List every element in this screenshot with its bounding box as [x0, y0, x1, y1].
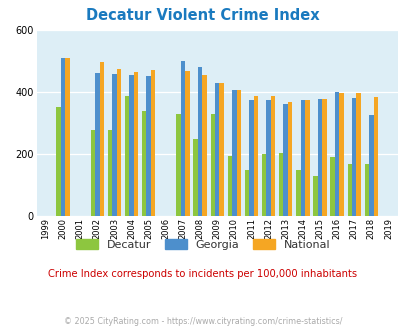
Bar: [90, 130, 95, 216]
Bar: [261, 154, 266, 216]
Bar: [270, 96, 275, 216]
Text: Decatur Violent Crime Index: Decatur Violent Crime Index: [86, 8, 319, 23]
Bar: [202, 75, 206, 216]
Bar: [249, 100, 253, 216]
Bar: [95, 73, 99, 216]
Bar: [151, 70, 155, 216]
Bar: [364, 164, 368, 216]
Bar: [185, 71, 189, 216]
Bar: [210, 114, 215, 216]
Bar: [347, 164, 351, 216]
Bar: [116, 70, 121, 216]
Bar: [219, 82, 223, 216]
Bar: [373, 97, 377, 216]
Bar: [236, 90, 241, 216]
Bar: [304, 100, 309, 216]
Bar: [287, 102, 292, 216]
Bar: [330, 157, 334, 216]
Bar: [313, 176, 317, 216]
Bar: [339, 93, 343, 216]
Bar: [142, 111, 146, 216]
Bar: [125, 96, 129, 216]
Bar: [317, 99, 322, 216]
Bar: [193, 139, 197, 216]
Bar: [244, 170, 249, 216]
Bar: [356, 93, 360, 216]
Bar: [351, 98, 356, 216]
Legend: Decatur, Georgia, National: Decatur, Georgia, National: [71, 235, 334, 254]
Bar: [197, 67, 202, 216]
Bar: [134, 72, 138, 216]
Bar: [129, 75, 134, 216]
Bar: [322, 99, 326, 216]
Bar: [368, 115, 373, 216]
Bar: [176, 114, 180, 216]
Bar: [334, 92, 339, 216]
Bar: [107, 130, 112, 216]
Bar: [278, 153, 283, 216]
Bar: [227, 156, 232, 216]
Bar: [56, 107, 61, 216]
Bar: [61, 58, 65, 216]
Text: © 2025 CityRating.com - https://www.cityrating.com/crime-statistics/: © 2025 CityRating.com - https://www.city…: [64, 317, 341, 326]
Bar: [253, 96, 258, 216]
Text: Crime Index corresponds to incidents per 100,000 inhabitants: Crime Index corresponds to incidents per…: [48, 269, 357, 279]
Bar: [180, 61, 185, 216]
Bar: [65, 58, 70, 216]
Bar: [283, 104, 287, 216]
Bar: [112, 74, 116, 216]
Bar: [266, 100, 270, 216]
Bar: [146, 76, 151, 216]
Bar: [99, 62, 104, 216]
Bar: [215, 83, 219, 216]
Bar: [232, 90, 236, 216]
Bar: [295, 170, 300, 216]
Bar: [300, 100, 304, 216]
